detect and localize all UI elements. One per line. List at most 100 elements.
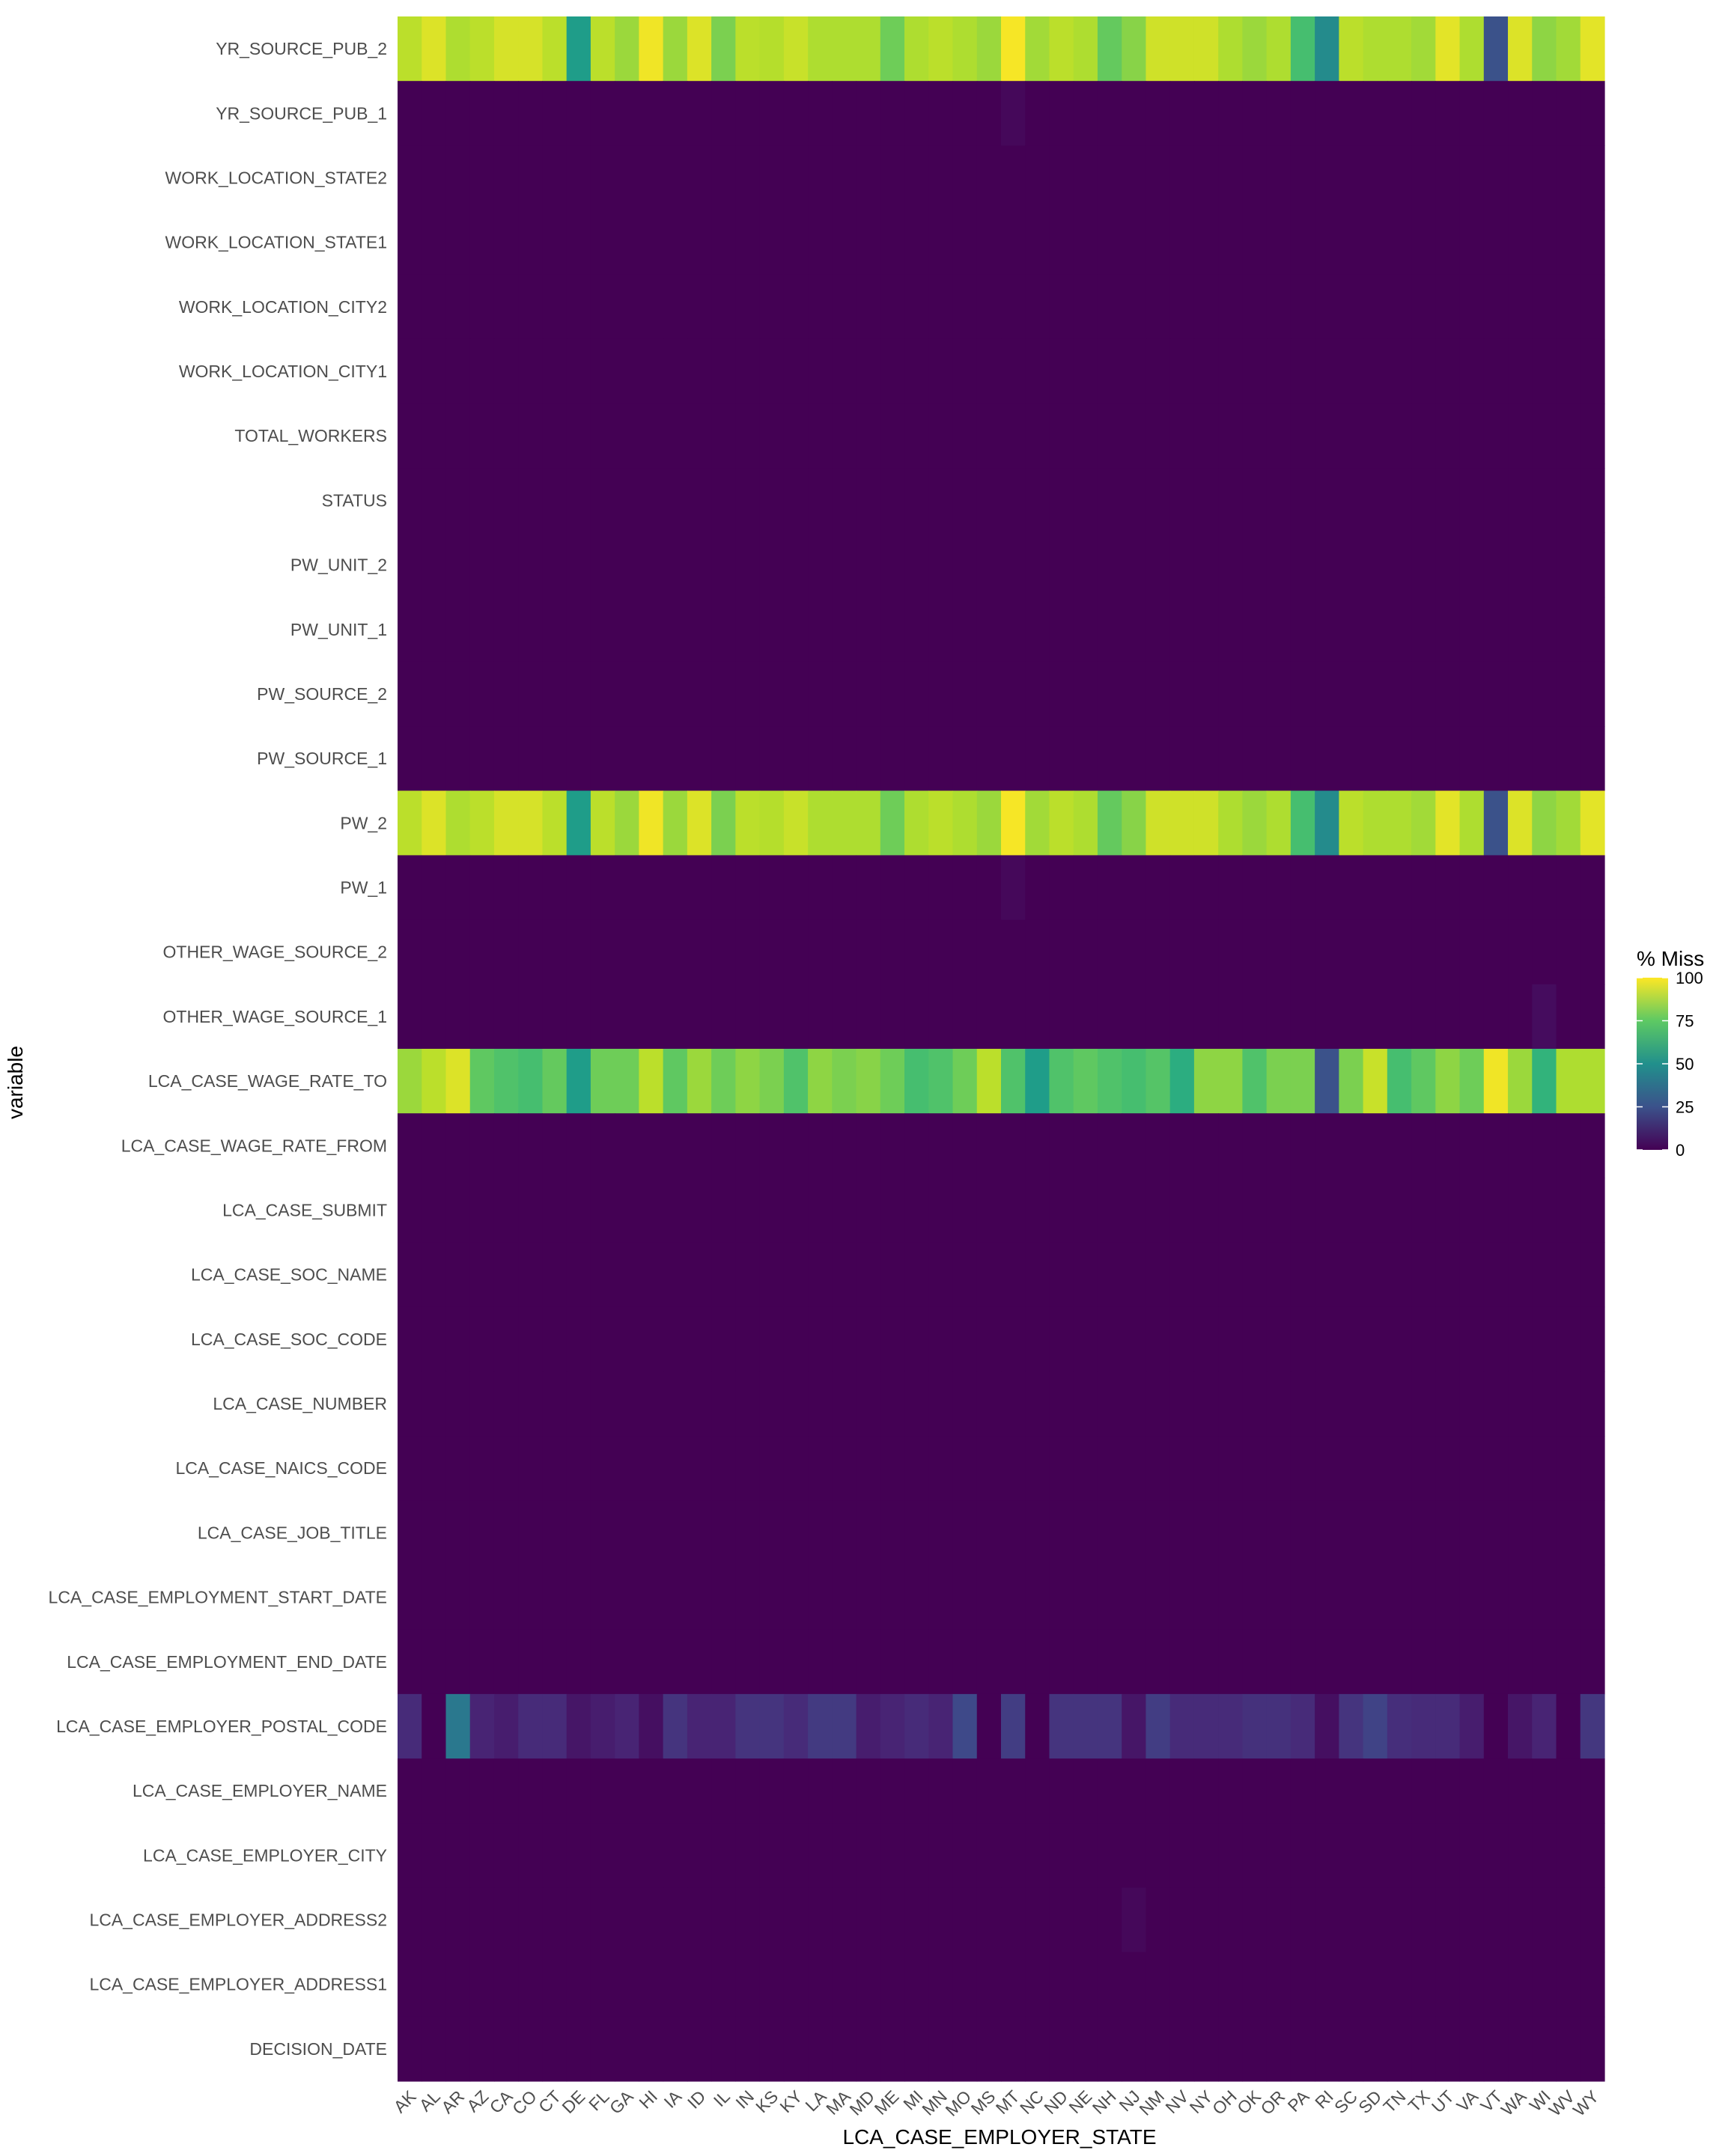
heatmap-cell <box>711 1049 736 1114</box>
heatmap-cell <box>880 791 905 856</box>
heatmap-cell <box>856 274 881 340</box>
heatmap-cell <box>928 274 954 340</box>
heatmap-cell <box>1193 1306 1219 1372</box>
heatmap-cell <box>904 1952 929 2018</box>
heatmap-cell <box>808 1565 833 1630</box>
heatmap-cell <box>1290 1500 1315 1566</box>
heatmap-cell <box>1508 210 1533 275</box>
heatmap-cell <box>1025 1565 1050 1630</box>
heatmap-cell <box>590 1306 615 1372</box>
heatmap-cell <box>445 1242 471 1308</box>
heatmap-cell <box>759 1500 785 1566</box>
heatmap-cell <box>783 1565 809 1630</box>
heatmap-cell <box>469 1178 495 1243</box>
heatmap-cell <box>783 210 809 275</box>
heatmap-cell <box>1580 984 1605 1050</box>
heatmap-cell <box>1339 1306 1364 1372</box>
y-tick-label: LCA_CASE_EMPLOYMENT_START_DATE <box>49 1588 387 1607</box>
heatmap-cell <box>1193 1823 1219 1889</box>
heatmap-cell <box>615 1049 639 1114</box>
heatmap-cell <box>1001 81 1026 146</box>
y-tick-label: STATUS <box>322 490 387 510</box>
heatmap-cell <box>1339 1178 1364 1243</box>
heatmap-cell <box>663 468 688 534</box>
heatmap-cell <box>1435 404 1461 469</box>
heatmap-cell <box>1146 81 1171 146</box>
heatmap-cell <box>1169 274 1195 340</box>
heatmap-cell <box>1266 1500 1292 1566</box>
heatmap-cell <box>1001 16 1026 82</box>
heatmap-cell <box>1001 532 1026 598</box>
heatmap-cell <box>1169 2016 1195 2082</box>
heatmap-cell <box>1049 1242 1074 1308</box>
heatmap-cell <box>493 1952 519 2018</box>
heatmap-cell <box>808 468 833 534</box>
heatmap-cell <box>976 1242 1002 1308</box>
heatmap-cell <box>639 338 664 404</box>
heatmap-cell <box>1387 726 1412 791</box>
heatmap-cell <box>1049 1823 1074 1889</box>
heatmap-cell <box>952 1693 978 1759</box>
heatmap-cell <box>1315 919 1339 985</box>
heatmap-cell <box>1363 210 1388 275</box>
heatmap-cell <box>1242 661 1268 727</box>
heatmap-cell <box>904 1049 929 1114</box>
heatmap-cell <box>493 919 519 985</box>
heatmap-cell <box>1483 791 1509 856</box>
heatmap-cell <box>1049 597 1074 663</box>
heatmap-cell <box>1387 210 1412 275</box>
heatmap-cell <box>493 2016 519 2082</box>
heatmap-cell <box>1580 1242 1605 1308</box>
heatmap-cell <box>445 1823 471 1889</box>
heatmap-cell <box>1339 661 1364 727</box>
heatmap-cell <box>1556 1242 1581 1308</box>
heatmap-cell <box>566 210 591 275</box>
heatmap-cell <box>445 726 471 791</box>
y-tick-label: YR_SOURCE_PUB_2 <box>216 39 387 58</box>
heatmap-cell <box>952 1178 978 1243</box>
heatmap-cell <box>976 1500 1002 1566</box>
heatmap-cell <box>422 1049 447 1114</box>
heatmap-cell <box>639 1693 664 1759</box>
heatmap-cell <box>542 532 568 598</box>
heatmap-cell <box>1387 532 1412 598</box>
heatmap-cell <box>1459 1629 1485 1695</box>
heatmap-cell <box>735 791 761 856</box>
heatmap-cell <box>1532 1693 1557 1759</box>
heatmap-cell <box>1266 404 1292 469</box>
heatmap-cell <box>1049 532 1074 598</box>
heatmap-cell <box>1435 1952 1461 2018</box>
heatmap-cell <box>832 1242 857 1308</box>
heatmap-cell <box>1459 274 1485 340</box>
y-tick-label: WORK_LOCATION_STATE2 <box>165 168 388 187</box>
heatmap-cell <box>542 791 568 856</box>
heatmap-cell <box>1483 145 1509 211</box>
heatmap-cell <box>663 791 688 856</box>
heatmap-cell <box>1315 855 1339 921</box>
heatmap-cell <box>1459 661 1485 727</box>
heatmap-cell <box>493 1242 519 1308</box>
heatmap-cell <box>976 81 1002 146</box>
heatmap-cell <box>976 1693 1002 1759</box>
heatmap-cell <box>904 1306 929 1372</box>
heatmap-cell <box>735 81 761 146</box>
heatmap-cell <box>808 1436 833 1501</box>
heatmap-cell <box>711 1436 736 1501</box>
y-tick-label: LCA_CASE_EMPLOYER_NAME <box>133 1781 387 1800</box>
heatmap-cell <box>1435 791 1461 856</box>
heatmap-cell <box>1315 984 1339 1050</box>
heatmap-cell <box>398 532 422 598</box>
heatmap-cell <box>880 984 905 1050</box>
heatmap-cell <box>615 1887 639 1953</box>
heatmap-cell <box>1097 1113 1122 1178</box>
heatmap-cell <box>1097 1565 1122 1630</box>
heatmap-cell <box>518 1049 544 1114</box>
heatmap-cell <box>783 1113 809 1178</box>
heatmap-cell <box>1218 274 1243 340</box>
heatmap-cell <box>1242 1887 1268 1953</box>
heatmap-cell <box>445 1371 471 1437</box>
heatmap-cell <box>735 1693 761 1759</box>
heatmap-cell <box>832 1693 857 1759</box>
heatmap-cell <box>590 532 615 598</box>
y-tick-label: PW_1 <box>340 878 387 898</box>
